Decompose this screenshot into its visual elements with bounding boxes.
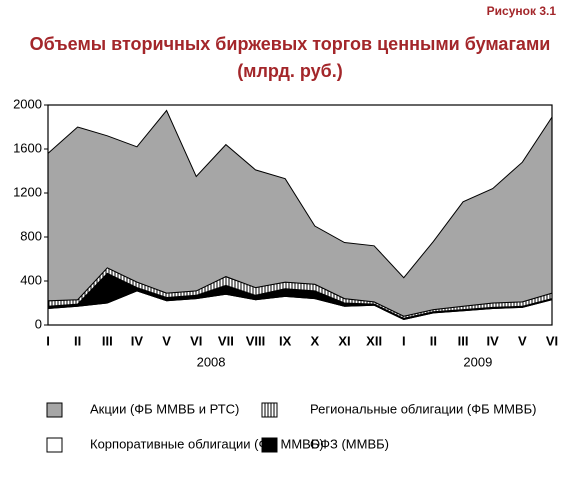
- x-tick-label: XII: [366, 333, 382, 348]
- x-tick-label: X: [310, 333, 319, 348]
- x-tick-label: I: [46, 333, 50, 348]
- y-tick-label: 0: [35, 316, 42, 331]
- legend-swatch: [261, 437, 278, 453]
- x-tick-label: IV: [487, 333, 500, 348]
- x-tick-label: I: [402, 333, 406, 348]
- figure-label: Рисунок 3.1: [487, 4, 557, 18]
- x-tick-label: VI: [190, 333, 202, 348]
- x-group-label: 2009: [463, 354, 492, 369]
- x-tick-label: III: [102, 333, 113, 348]
- legend-label: ОФЗ (ММВБ): [310, 436, 389, 451]
- x-tick-label: IV: [131, 333, 144, 348]
- y-tick-label: 1600: [13, 140, 42, 155]
- plot-frame: [47, 104, 553, 326]
- legend-swatch: [46, 402, 63, 418]
- chart-title: Объемы вторичных биржевых торгов ценными…: [30, 34, 551, 54]
- x-tick-label: VIII: [246, 333, 266, 348]
- y-tick-label: 1200: [13, 184, 42, 199]
- legend-swatch: [261, 402, 278, 418]
- x-group-label: 2008: [197, 354, 226, 369]
- x-tick-label: II: [430, 333, 437, 348]
- x-tick-label: V: [162, 333, 171, 348]
- legend-label: Региональные облигации (ФБ ММВБ): [310, 401, 536, 416]
- legend-swatch: [46, 437, 63, 453]
- x-tick-label: XI: [338, 333, 350, 348]
- y-tick-label: 2000: [13, 96, 42, 111]
- chart-title: (млрд. руб.): [237, 61, 343, 81]
- x-tick-label: VII: [218, 333, 234, 348]
- x-tick-label: III: [458, 333, 469, 348]
- y-tick-label: 800: [20, 228, 42, 243]
- y-tick-label: 400: [20, 272, 42, 287]
- x-tick-label: V: [518, 333, 527, 348]
- legend-label: Акции (ФБ ММВБ и РТС): [90, 401, 239, 416]
- x-tick-label: IX: [279, 333, 292, 348]
- x-tick-label: II: [74, 333, 81, 348]
- x-tick-label: VI: [546, 333, 558, 348]
- legend-label: Корпоративные облигации (ФБ ММВБ): [90, 436, 324, 451]
